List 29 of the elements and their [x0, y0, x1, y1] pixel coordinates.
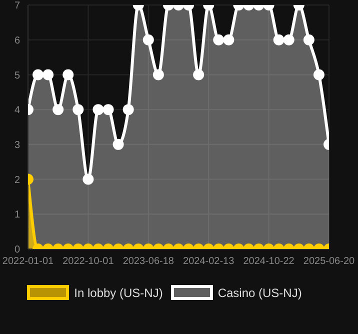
- point: [42, 69, 54, 80]
- point: [32, 69, 44, 80]
- x-tick-label: 2024-02-13: [183, 256, 235, 268]
- y-tick-label: 6: [14, 35, 20, 46]
- point: [52, 104, 64, 116]
- x-tick-label: 2022-10-01: [62, 256, 114, 268]
- y-tick-label: 5: [14, 70, 20, 82]
- x-tick-label: 2025-06-20: [303, 256, 356, 268]
- legend-label: In lobby (US-NJ): [74, 286, 163, 300]
- x-tick-label: 2022-01-01: [2, 256, 54, 268]
- point: [313, 69, 324, 80]
- y-tick-label: 4: [14, 105, 20, 116]
- point: [72, 104, 84, 116]
- point: [82, 174, 94, 185]
- point: [193, 69, 204, 80]
- legend-label: Casino (US-NJ): [218, 286, 302, 300]
- point: [102, 104, 114, 116]
- y-tick-label: 1: [14, 210, 20, 221]
- y-tick-label: 0: [14, 244, 20, 256]
- x-tick-label: 2024-10-22: [243, 256, 295, 268]
- y-tick-label: 3: [14, 140, 20, 151]
- y-tick-label: 7: [14, 0, 20, 12]
- x-tick-label: 2023-06-18: [122, 256, 174, 268]
- point: [92, 104, 104, 116]
- point: [122, 104, 134, 116]
- point: [62, 69, 74, 80]
- point: [112, 138, 124, 150]
- point: [152, 69, 164, 80]
- y-tick-label: 2: [14, 174, 20, 186]
